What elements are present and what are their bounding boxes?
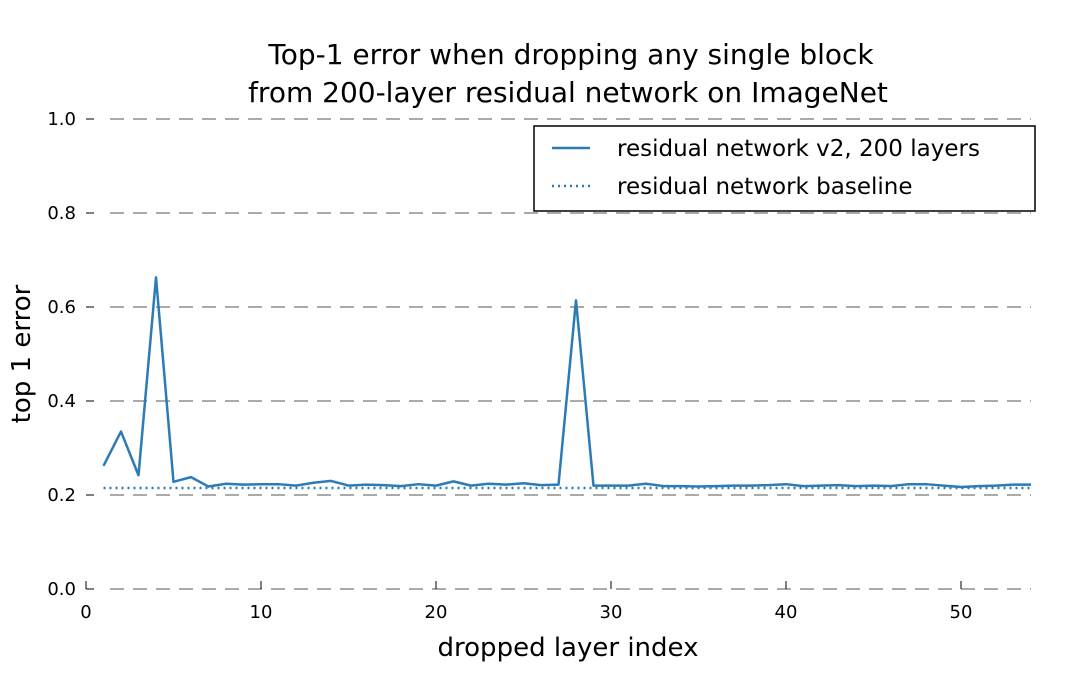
gridlines <box>110 118 1031 590</box>
x-tick-label: 10 <box>250 602 273 623</box>
chart-title-line-2: from 200-layer residual network on Image… <box>248 76 888 109</box>
series-lines <box>102 276 1031 490</box>
y-tick-label: 0.6 <box>47 297 76 318</box>
legend-label-series-2: residual network baseline <box>617 174 913 200</box>
y-tick-label: 0.8 <box>47 203 76 224</box>
chart-title-line-1: Top-1 error when dropping any single blo… <box>267 38 874 71</box>
y-tick-label: 0.0 <box>47 579 76 600</box>
y-tick-label: 1.0 <box>47 109 76 130</box>
x-axis-ticks: 0 10 20 30 40 50 <box>80 581 972 623</box>
legend-label-series-1: residual network v2, 200 layers <box>617 136 980 162</box>
legend: residual network v2, 200 layers residual… <box>533 125 1036 212</box>
residual-network-line <box>102 276 1031 489</box>
y-tick-label: 0.2 <box>47 485 76 506</box>
x-axis-label: dropped layer index <box>438 633 699 663</box>
y-axis-ticks: 0.0 0.2 0.4 0.6 0.8 1.0 <box>47 109 94 600</box>
legend-frame <box>533 125 1036 212</box>
x-tick-label: 50 <box>950 602 973 623</box>
x-tick-label: 0 <box>80 602 91 623</box>
y-axis-label: top 1 error <box>7 284 37 423</box>
x-tick-label: 20 <box>425 602 448 623</box>
x-tick-label: 30 <box>600 602 623 623</box>
x-tick-label: 40 <box>775 602 798 623</box>
y-tick-label: 0.4 <box>47 391 76 412</box>
